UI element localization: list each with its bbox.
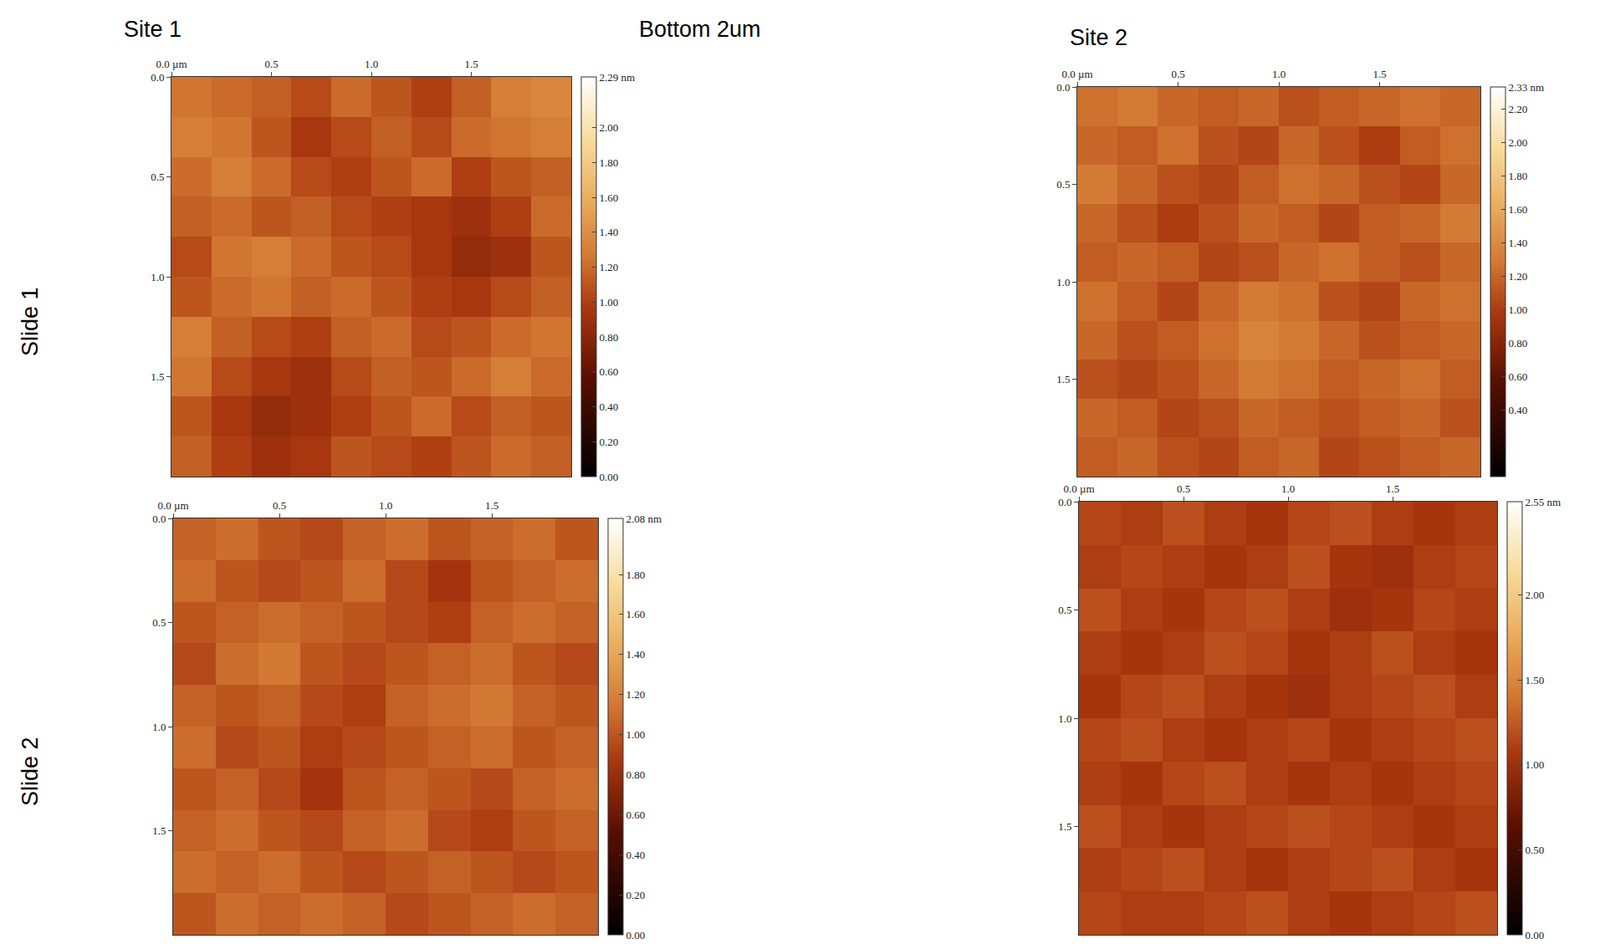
svg-text:Site 2: Site 2 xyxy=(1069,25,1128,51)
svg-text:1.80: 1.80 xyxy=(1508,169,1529,183)
svg-text:1.0: 1.0 xyxy=(1281,482,1295,496)
svg-text:1.0: 1.0 xyxy=(1272,67,1286,81)
svg-text:1.0: 1.0 xyxy=(364,57,379,71)
svg-text:0.0 µm: 0.0 µm xyxy=(1061,67,1093,81)
svg-text:1.80: 1.80 xyxy=(599,156,619,169)
svg-text:1.40: 1.40 xyxy=(626,648,646,661)
svg-text:0.5: 0.5 xyxy=(272,499,287,512)
svg-text:1.00: 1.00 xyxy=(626,728,646,742)
svg-text:1.5: 1.5 xyxy=(1372,67,1386,81)
svg-text:2.00: 2.00 xyxy=(599,121,619,134)
svg-text:1.60: 1.60 xyxy=(599,191,619,205)
svg-text:1.00: 1.00 xyxy=(599,296,619,309)
svg-text:0.00: 0.00 xyxy=(1525,929,1545,942)
svg-text:0.00: 0.00 xyxy=(626,929,646,942)
svg-text:0.0 µm: 0.0 µm xyxy=(157,499,189,512)
svg-text:0.40: 0.40 xyxy=(599,400,619,414)
svg-text:1.5: 1.5 xyxy=(485,499,499,512)
svg-text:1.5: 1.5 xyxy=(152,824,166,838)
svg-text:0.5: 0.5 xyxy=(264,57,278,71)
svg-text:0.0: 0.0 xyxy=(152,512,166,526)
svg-text:1.60: 1.60 xyxy=(626,608,646,621)
svg-text:Slide 2: Slide 2 xyxy=(17,736,43,807)
svg-text:1.00: 1.00 xyxy=(1525,758,1545,772)
svg-text:1.20: 1.20 xyxy=(626,688,646,701)
svg-text:1.00: 1.00 xyxy=(1508,303,1529,317)
svg-text:1.50: 1.50 xyxy=(1525,674,1545,687)
svg-text:1.0: 1.0 xyxy=(150,270,164,284)
svg-text:0.40: 0.40 xyxy=(1508,403,1529,417)
svg-text:1.40: 1.40 xyxy=(599,225,619,239)
svg-text:0.60: 0.60 xyxy=(626,808,646,822)
svg-text:0.5: 0.5 xyxy=(1170,67,1185,81)
svg-text:1.80: 1.80 xyxy=(626,568,646,582)
svg-text:0.40: 0.40 xyxy=(626,848,646,862)
svg-text:1.0: 1.0 xyxy=(1058,712,1072,726)
svg-text:1.5: 1.5 xyxy=(464,57,478,71)
svg-text:2.55 nm: 2.55 nm xyxy=(1525,495,1562,509)
svg-text:1.5: 1.5 xyxy=(1056,373,1070,386)
svg-text:0.5: 0.5 xyxy=(1176,482,1191,496)
svg-text:0.60: 0.60 xyxy=(599,365,619,379)
svg-text:0.00: 0.00 xyxy=(599,470,619,484)
svg-text:2.33 nm: 2.33 nm xyxy=(1508,81,1545,94)
svg-text:0.5: 0.5 xyxy=(150,170,164,184)
svg-text:0.0 µm: 0.0 µm xyxy=(155,57,187,71)
svg-text:1.20: 1.20 xyxy=(599,260,619,274)
svg-text:0.50: 0.50 xyxy=(1525,843,1545,857)
svg-text:0.5: 0.5 xyxy=(152,616,166,629)
svg-text:1.60: 1.60 xyxy=(1508,203,1529,216)
svg-text:0.80: 0.80 xyxy=(626,768,646,782)
svg-text:2.08 nm: 2.08 nm xyxy=(626,512,663,526)
svg-text:0.0: 0.0 xyxy=(150,71,164,84)
svg-text:1.0: 1.0 xyxy=(152,720,166,734)
svg-text:0.20: 0.20 xyxy=(599,435,619,449)
svg-text:2.20: 2.20 xyxy=(1508,102,1529,116)
svg-text:Slide 1: Slide 1 xyxy=(17,286,43,357)
svg-text:2.00: 2.00 xyxy=(1525,588,1545,602)
svg-text:2.29 nm: 2.29 nm xyxy=(599,71,636,84)
svg-text:1.5: 1.5 xyxy=(1385,482,1400,496)
svg-text:2.00: 2.00 xyxy=(1508,136,1529,149)
svg-text:0.80: 0.80 xyxy=(599,331,619,344)
svg-text:0.60: 0.60 xyxy=(1508,370,1529,384)
svg-text:0.80: 0.80 xyxy=(1508,337,1529,350)
svg-text:Site 1: Site 1 xyxy=(123,16,182,42)
svg-text:0.5: 0.5 xyxy=(1058,603,1072,617)
svg-text:1.20: 1.20 xyxy=(1508,270,1529,283)
svg-text:0.0 µm: 0.0 µm xyxy=(1063,482,1094,496)
svg-text:0.20: 0.20 xyxy=(626,889,646,902)
svg-text:1.5: 1.5 xyxy=(1058,820,1072,834)
svg-text:1.40: 1.40 xyxy=(1508,236,1529,250)
svg-text:1.0: 1.0 xyxy=(1056,276,1070,289)
svg-text:0.0: 0.0 xyxy=(1058,495,1072,509)
svg-text:0.0: 0.0 xyxy=(1056,81,1070,94)
svg-text:1.5: 1.5 xyxy=(150,370,164,384)
svg-text:0.5: 0.5 xyxy=(1056,178,1070,191)
svg-text:Bottom 2um: Bottom 2um xyxy=(638,16,762,42)
svg-text:1.0: 1.0 xyxy=(378,499,393,512)
